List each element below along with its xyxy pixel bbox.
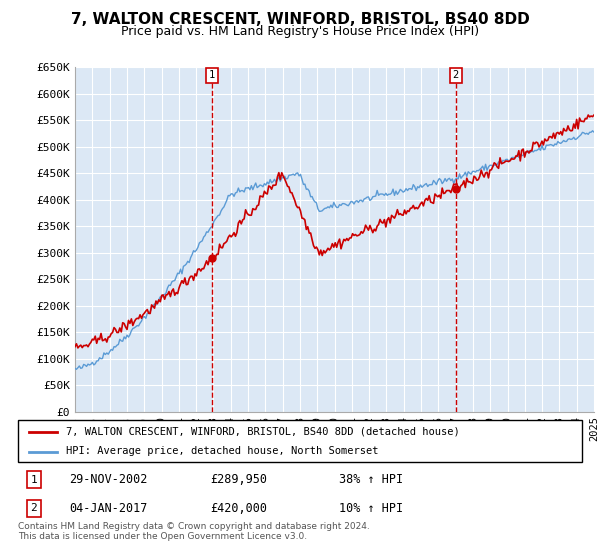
Text: £289,950: £289,950: [210, 473, 267, 486]
Text: 10% ↑ HPI: 10% ↑ HPI: [340, 502, 404, 515]
Text: 7, WALTON CRESCENT, WINFORD, BRISTOL, BS40 8DD: 7, WALTON CRESCENT, WINFORD, BRISTOL, BS…: [71, 12, 529, 27]
Text: Price paid vs. HM Land Registry's House Price Index (HPI): Price paid vs. HM Land Registry's House …: [121, 25, 479, 38]
Text: 38% ↑ HPI: 38% ↑ HPI: [340, 473, 404, 486]
FancyBboxPatch shape: [18, 420, 582, 462]
Text: £420,000: £420,000: [210, 502, 267, 515]
Text: 04-JAN-2017: 04-JAN-2017: [69, 502, 147, 515]
Text: 7, WALTON CRESCENT, WINFORD, BRISTOL, BS40 8DD (detached house): 7, WALTON CRESCENT, WINFORD, BRISTOL, BS…: [66, 427, 460, 437]
Text: 1: 1: [31, 475, 37, 485]
Text: 1: 1: [209, 70, 215, 80]
Text: Contains HM Land Registry data © Crown copyright and database right 2024.
This d: Contains HM Land Registry data © Crown c…: [18, 522, 370, 542]
Text: HPI: Average price, detached house, North Somerset: HPI: Average price, detached house, Nort…: [66, 446, 379, 456]
Text: 29-NOV-2002: 29-NOV-2002: [69, 473, 147, 486]
Text: 2: 2: [452, 70, 459, 80]
Text: 2: 2: [31, 503, 37, 514]
